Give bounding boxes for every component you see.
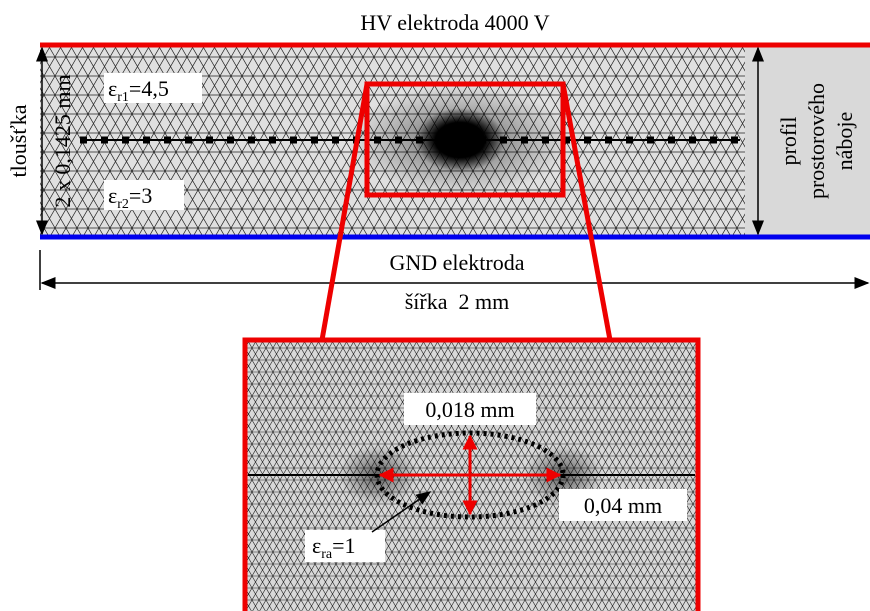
thickness-value: 2 x 0,1425 mm: [50, 74, 75, 207]
symbol: ε: [108, 76, 117, 101]
cavity-height-label: 0,018 mm: [425, 397, 514, 422]
symbol: ε: [312, 533, 321, 558]
value: =3: [129, 183, 152, 208]
profile-line: profil: [776, 117, 801, 166]
permittivity-label: εr2=3: [108, 183, 152, 212]
gnd-label: GND elektroda: [389, 250, 524, 275]
value: =1: [332, 533, 355, 558]
permittivity-label: εr1=4,5: [108, 76, 169, 105]
subscript: r1: [117, 90, 129, 105]
thickness-label: tloušťka: [6, 104, 31, 177]
subscript: r2: [117, 197, 129, 212]
profile-line: prostorového: [804, 83, 829, 199]
width-label: šířka 2 mm: [405, 289, 510, 314]
diagram: HV elektroda 4000 V GND elektroda šířka …: [0, 0, 870, 611]
profile-line: náboje: [832, 112, 857, 171]
cavity-width-label: 0,04 mm: [584, 493, 662, 518]
cavity-permittivity-label: εra=1: [312, 533, 356, 562]
symbol: ε: [108, 183, 117, 208]
hv-label: HV elektroda 4000 V: [360, 10, 549, 35]
value: =4,5: [129, 76, 169, 101]
